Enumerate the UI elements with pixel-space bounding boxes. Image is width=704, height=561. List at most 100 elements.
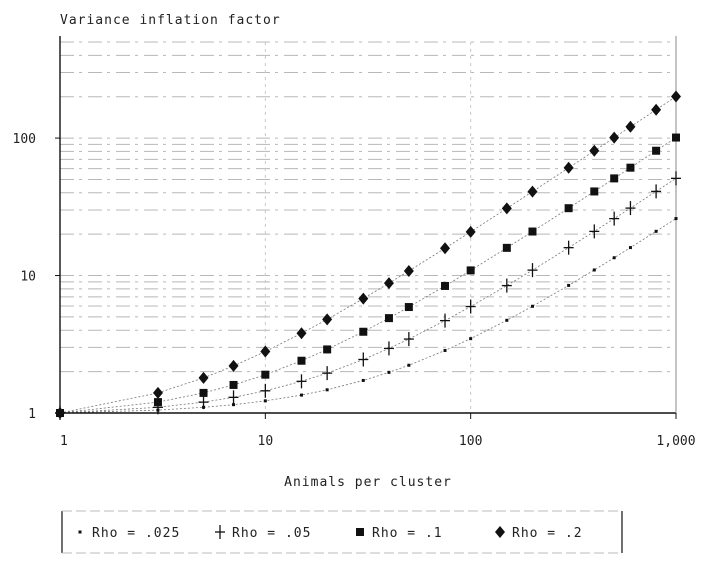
data-point-series-4 [358,292,369,305]
data-point-series-4 [152,386,163,399]
data-point-series-3 [590,187,599,196]
data-point-series-1 [232,403,236,407]
data-point-series-1 [469,337,473,341]
data-point-series-2 [625,201,636,216]
series-line-4 [59,96,677,414]
data-point-series-3 [441,281,450,290]
data-point-series-4 [501,202,512,215]
legend-marker-2 [215,525,225,539]
data-point-series-1 [654,229,658,233]
legend-label-1: Rho = .025 [92,526,180,541]
legend-label-2: Rho = .05 [232,526,311,541]
grid [60,41,676,413]
data-point-series-2 [589,224,600,239]
legend-marker-4 [495,526,505,538]
data-point-series-4 [527,185,538,198]
data-point-series-4 [198,371,209,384]
x-tick-label: 1 [60,434,68,449]
tick-labels: 1 10 100 1,000 1 10 100 [13,132,696,449]
data-point-series-2 [228,390,239,405]
data-point-series-3 [153,398,162,407]
legend-marker-3 [356,528,364,536]
series-line-1 [59,218,677,414]
x-tick-label: 10 [258,434,274,449]
axes [55,36,677,419]
data-point-series-4 [609,131,620,144]
series-line-3 [59,137,677,414]
data-point-series-2 [296,374,307,389]
data-point-series-2 [465,299,476,314]
data-point-series-3 [502,243,511,252]
data-point-series-1 [612,256,616,260]
legend: Rho = .025 Rho = .05 Rho = .1 Rho = .2 [61,510,623,554]
data-point-series-4 [322,313,333,326]
data-point-series-3 [261,370,270,379]
data-point-series-3 [297,356,306,365]
data-point-series-4 [651,103,662,116]
data-point-series-4 [465,225,476,238]
x-tick-label: 1,000 [656,434,695,449]
data-point-series-1 [592,268,596,272]
data-point-series-2 [501,278,512,293]
data-point-series-3 [323,345,332,354]
data-point-series-1 [443,348,447,352]
data-point-series-4 [625,120,636,133]
legend-label-4: Rho = .2 [512,526,583,541]
data-point-series-3 [652,146,661,155]
y-tick-label: 10 [20,270,36,285]
data-point-series-4 [55,407,65,419]
y-tick-label: 1 [28,407,36,422]
data-point-series-1 [628,246,632,250]
data-point-series-4 [383,277,394,290]
data-point-series-3 [199,388,208,397]
data-point-series-2 [609,211,620,226]
data-point-series-3 [229,380,238,389]
data-point-series-3 [359,327,368,336]
data-point-series-3 [610,174,619,183]
data-point-series-2 [383,341,394,356]
legend-label-3: Rho = .1 [372,526,443,541]
data-point-series-1 [530,304,534,308]
data-point-series-2 [527,263,538,278]
curve-lines [59,96,677,414]
data-point-series-1 [567,283,571,287]
data-point-series-1 [407,363,411,367]
series-line-2 [59,178,677,414]
data-markers [55,90,681,420]
y-axis-title: Variance inflation factor [60,13,281,28]
data-point-series-1 [263,399,267,403]
data-point-series-2 [322,366,333,381]
data-point-series-1 [674,217,678,221]
data-point-series-2 [651,184,662,199]
data-point-series-4 [440,242,451,255]
data-point-series-3 [466,266,475,275]
data-point-series-2 [358,352,369,367]
data-point-series-4 [403,264,414,277]
data-point-series-2 [403,332,414,347]
y-tick-label: 100 [13,132,36,147]
x-tick-label: 100 [459,434,482,449]
data-point-series-3 [626,163,635,172]
data-point-series-4 [671,90,681,103]
data-point-series-1 [505,318,509,322]
data-point-series-3 [672,133,680,142]
legend-marker-1 [78,530,82,534]
x-axis-title: Animals per cluster [284,475,452,490]
data-point-series-3 [404,303,413,312]
data-point-series-4 [589,144,600,157]
data-point-series-2 [198,395,209,410]
data-point-series-1 [387,370,391,374]
data-point-series-4 [228,359,239,372]
data-point-series-2 [563,240,574,255]
data-point-series-4 [260,345,271,358]
data-point-series-4 [296,327,307,340]
data-point-series-4 [563,161,574,174]
data-point-series-1 [361,378,365,382]
data-point-series-1 [299,393,303,397]
data-point-series-2 [671,171,681,186]
data-point-series-2 [260,383,271,398]
data-point-series-3 [528,227,537,236]
data-point-series-2 [440,313,451,328]
data-point-series-3 [564,204,573,213]
